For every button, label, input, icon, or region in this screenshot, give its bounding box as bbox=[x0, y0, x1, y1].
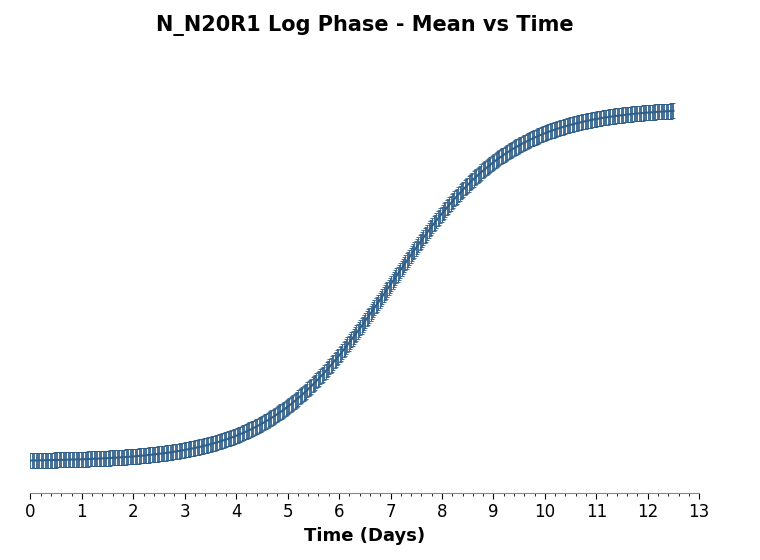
X-axis label: Time (Days): Time (Days) bbox=[304, 527, 426, 545]
Title: N_N20R1 Log Phase - Mean vs Time: N_N20R1 Log Phase - Mean vs Time bbox=[156, 15, 574, 36]
